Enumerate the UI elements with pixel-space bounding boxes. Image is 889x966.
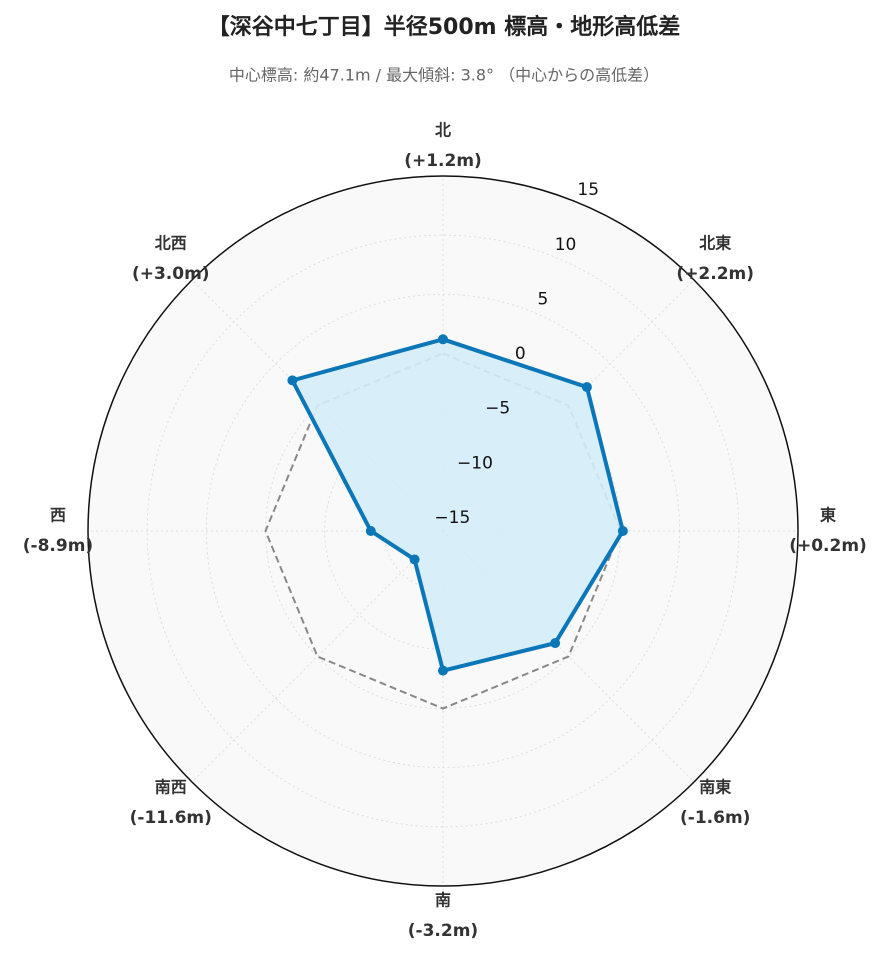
r-tick-label: −10 bbox=[457, 453, 493, 473]
data-point bbox=[550, 638, 561, 649]
chart-subtitle: 中心標高: 約47.1m / 最大傾斜: 3.8° （中心からの高低差） bbox=[229, 66, 659, 85]
data-point bbox=[438, 334, 448, 345]
value-label: (-8.9m) bbox=[23, 536, 93, 556]
value-label: (+3.0m) bbox=[132, 264, 210, 284]
r-tick-label: 0 bbox=[515, 344, 526, 364]
r-tick-label: −5 bbox=[485, 399, 510, 419]
data-point bbox=[365, 526, 376, 536]
data-point bbox=[438, 665, 448, 676]
axis-label: 南東 bbox=[699, 778, 731, 797]
data-point bbox=[581, 382, 592, 393]
r-tick-label: 5 bbox=[538, 289, 549, 309]
grid-spoke bbox=[442, 530, 695, 783]
axis-label: 北西 bbox=[155, 233, 187, 252]
chart-title: 【深谷中七丁目】半径500m 標高・地形高低差 bbox=[208, 14, 681, 40]
value-label: (+2.2m) bbox=[676, 264, 754, 284]
axis-label: 南西 bbox=[155, 778, 187, 797]
plot-outline bbox=[87, 175, 799, 887]
r-tick-label: 15 bbox=[577, 180, 599, 200]
value-label: (-11.6m) bbox=[130, 808, 212, 828]
grid-spoke bbox=[191, 530, 444, 783]
value-label: (+1.2m) bbox=[404, 151, 482, 171]
value-label: (-1.6m) bbox=[680, 808, 750, 828]
r-tick-label: −15 bbox=[434, 508, 470, 528]
value-label: (+0.2m) bbox=[789, 536, 867, 556]
grid-spoke bbox=[442, 279, 695, 532]
r-tick-label: 10 bbox=[555, 235, 577, 255]
axis-label: 東 bbox=[820, 506, 836, 525]
data-point bbox=[409, 554, 420, 565]
grid-spoke bbox=[191, 279, 444, 532]
data-point bbox=[617, 526, 628, 536]
axis-label: 北東 bbox=[699, 233, 731, 252]
axis-label: 南 bbox=[435, 891, 451, 910]
value-label: (-3.2m) bbox=[408, 921, 478, 941]
axis-label: 北 bbox=[435, 121, 451, 140]
axis-label: 西 bbox=[50, 506, 66, 525]
data-point bbox=[287, 375, 298, 386]
